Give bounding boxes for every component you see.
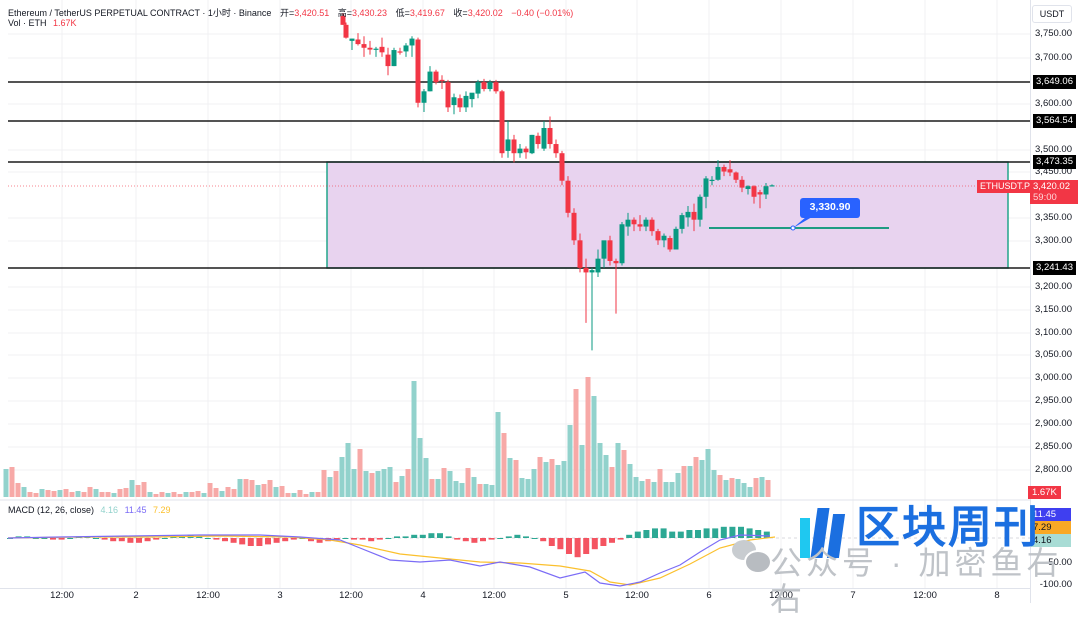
- macd-histogram-tag: 4.16: [1031, 534, 1071, 547]
- close-label: 收=: [453, 8, 468, 18]
- volume-bars: [3, 377, 771, 497]
- price-tick-label: 3,300.00: [1035, 235, 1072, 246]
- time-tick-label: 3: [277, 590, 283, 601]
- time-axis[interactable]: [0, 588, 1030, 604]
- macd-signal-tag: 7.29: [1031, 521, 1071, 534]
- price-tick-label: 3,450.00: [1035, 166, 1072, 177]
- horizontal-levels[interactable]: [8, 81, 1030, 269]
- current-price-symbol-tag: ETHUSDT.P: [977, 180, 1034, 193]
- current-price-value: 3,420.02: [1033, 181, 1070, 192]
- macd-signal-value: 7.29: [152, 505, 171, 515]
- time-tick-label: 12:00: [625, 590, 649, 601]
- bar-countdown: 59:00: [1033, 192, 1057, 203]
- price-tick-label: 3,700.00: [1035, 52, 1072, 63]
- wechat-icon: [732, 540, 772, 574]
- change-value: −0.40 (−0.01%): [511, 8, 574, 18]
- close-value: 3,420.02: [467, 8, 503, 18]
- watermark-logo-icon: [800, 508, 848, 558]
- volume-value: 1.67K: [53, 18, 77, 28]
- level-price-tag[interactable]: 3,564.54: [1033, 114, 1076, 128]
- price-tick-label: 3,500.00: [1035, 144, 1072, 155]
- time-tick-label: 2: [133, 590, 139, 601]
- volume-tag: 1.67K: [1028, 486, 1061, 499]
- currency-button[interactable]: USDT: [1032, 5, 1072, 23]
- level-price-tag[interactable]: 3,649.06: [1033, 75, 1076, 89]
- macd-histogram: [7, 526, 770, 558]
- price-tick-label: 2,950.00: [1035, 395, 1072, 406]
- time-tick-label: 5: [563, 590, 569, 601]
- macd-label[interactable]: MACD (12, 26, close): [8, 505, 95, 515]
- support-resistance-zone[interactable]: [326, 161, 1009, 269]
- time-tick-label: 12:00: [769, 590, 793, 601]
- low-value: 3,419.67: [409, 8, 445, 18]
- symbol-title[interactable]: Ethereum / TetherUS PERPETUAL CONTRACT ·…: [8, 8, 272, 18]
- time-tick-label: 8: [994, 590, 1000, 601]
- price-axis[interactable]: USDT: [1030, 0, 1080, 603]
- macd-value-tag: 11.45: [1031, 508, 1071, 521]
- watermark-title: 区块周刊: [856, 503, 1040, 552]
- macd-value: 11.45: [124, 505, 147, 515]
- price-tick-label: 3,200.00: [1035, 281, 1072, 292]
- price-tick-label: 2,850.00: [1035, 441, 1072, 452]
- price-tick-label: 3,600.00: [1035, 98, 1072, 109]
- volume-label: Vol · ETH: [8, 18, 47, 28]
- time-tick-label: 12:00: [196, 590, 220, 601]
- volume-legend[interactable]: Vol · ETH 1.67K: [8, 18, 77, 28]
- low-label: 低=: [395, 8, 410, 18]
- current-price-tag: 3,420.02 59:00: [1030, 180, 1078, 204]
- price-tick-label: 3,050.00: [1035, 349, 1072, 360]
- time-tick-label: 12:00: [50, 590, 74, 601]
- price-tick-label: 3,750.00: [1035, 28, 1072, 39]
- time-tick-label: 12:00: [913, 590, 937, 601]
- price-tick-label: 2,900.00: [1035, 418, 1072, 429]
- callout-box[interactable]: [800, 198, 860, 218]
- high-label: 高=: [337, 8, 353, 18]
- macd-histogram-value: 4.16: [100, 505, 119, 515]
- macd-line: [7, 534, 771, 587]
- high-value: 3,430.23: [352, 8, 388, 18]
- time-tick-label: 6: [706, 590, 712, 601]
- macd-legend[interactable]: MACD (12, 26, close) 4.16 11.45 7.29: [8, 505, 171, 515]
- macd-tick-label: -100.00: [1039, 579, 1072, 590]
- level-price-tag[interactable]: 3,473.35: [1033, 155, 1076, 169]
- price-tick-label: 3,150.00: [1035, 304, 1072, 315]
- callout-pointer: [793, 217, 812, 228]
- price-tick-label: 2,800.00: [1035, 464, 1072, 475]
- open-value: 3,420.51: [294, 8, 330, 18]
- time-tick-label: 12:00: [339, 590, 363, 601]
- macd-tick-label: -50.00: [1045, 557, 1072, 568]
- watermark-subtitle: 公众号 · 加密鱼右右: [770, 545, 1063, 617]
- time-tick-label: 7: [850, 590, 856, 601]
- level-price-tag[interactable]: 3,241.43: [1033, 261, 1076, 275]
- callout-label: 3,330.90: [809, 201, 851, 213]
- price-tick-label: 3,350.00: [1035, 212, 1072, 223]
- time-tick-label: 4: [420, 590, 426, 601]
- price-tick-label: 3,100.00: [1035, 327, 1072, 338]
- open-label: 开=: [279, 8, 295, 18]
- candlesticks: [340, 13, 775, 351]
- price-chart[interactable]: [0, 0, 1030, 603]
- price-tick-label: 3,000.00: [1035, 372, 1072, 383]
- time-tick-label: 12:00: [482, 590, 506, 601]
- symbol-legend[interactable]: Ethereum / TetherUS PERPETUAL CONTRACT ·…: [8, 6, 573, 19]
